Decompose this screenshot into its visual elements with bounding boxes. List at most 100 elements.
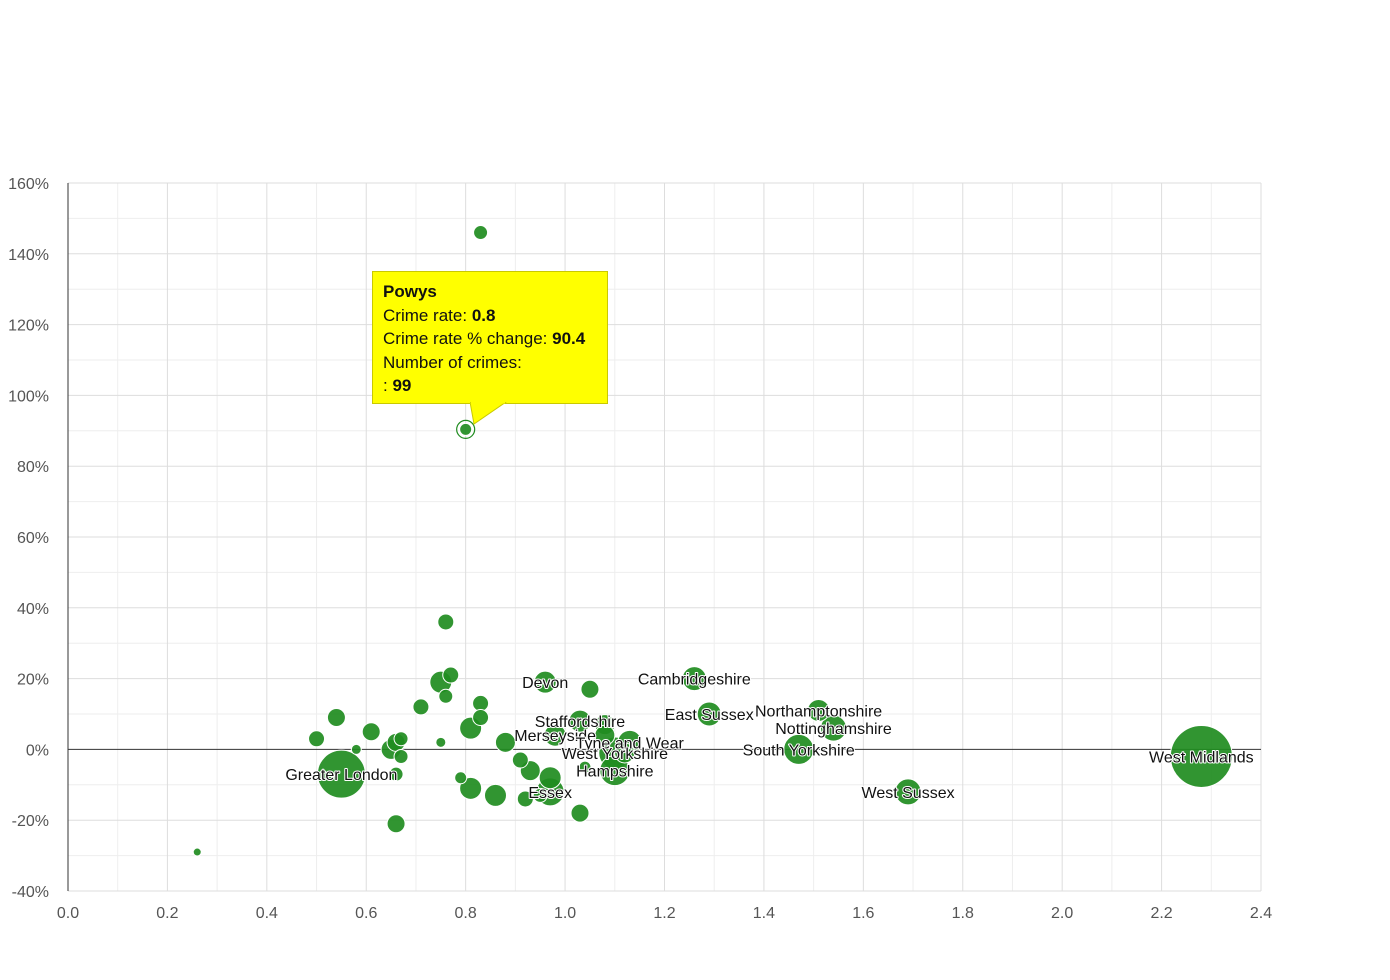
y-tick-label: -40% bbox=[12, 884, 49, 901]
bubble-point bbox=[472, 709, 490, 727]
bubble-label: Cambridgeshire bbox=[638, 672, 751, 689]
tooltip-count: : 99 bbox=[383, 374, 597, 398]
bubble-point bbox=[820, 714, 848, 742]
x-tick-label: 0.6 bbox=[355, 905, 377, 922]
tooltip-rate-value: 0.8 bbox=[471, 305, 496, 325]
x-tick-label: 0.0 bbox=[57, 905, 79, 922]
bubble-label: Northamptonshire bbox=[755, 703, 882, 720]
bubble-point bbox=[570, 803, 590, 823]
bubble-label: West Yorkshire bbox=[562, 746, 669, 763]
bubble-point bbox=[442, 666, 460, 684]
bubble-point bbox=[435, 736, 447, 748]
x-tick-label: 1.8 bbox=[952, 905, 974, 922]
bubble-label: Essex bbox=[528, 785, 572, 802]
y-tick-label: 60% bbox=[17, 530, 49, 547]
bubble-label: Merseyside bbox=[514, 728, 596, 745]
x-tick-label: 2.0 bbox=[1051, 905, 1073, 922]
bubble-point bbox=[681, 666, 707, 692]
bubble-point bbox=[472, 694, 490, 712]
bubble-point bbox=[807, 698, 831, 722]
y-tick-label: 120% bbox=[8, 318, 49, 335]
tooltip-rate-label: Crime rate: bbox=[383, 305, 468, 325]
bubble-point bbox=[538, 766, 562, 790]
bubble-point bbox=[412, 698, 430, 716]
bubble-point bbox=[568, 709, 592, 733]
y-tick-label: -20% bbox=[12, 813, 49, 830]
bubble-point bbox=[308, 730, 326, 748]
y-tick-label: 80% bbox=[17, 459, 49, 476]
bubble-point bbox=[578, 760, 592, 774]
x-tick-label: 2.4 bbox=[1250, 905, 1272, 922]
bubble-point bbox=[386, 814, 406, 834]
bubble-point bbox=[696, 701, 722, 727]
bubble-label: West Sussex bbox=[862, 785, 955, 802]
bubble-point bbox=[454, 771, 468, 785]
bubble-point bbox=[350, 743, 362, 755]
bubble-point bbox=[473, 225, 489, 241]
bubble-point bbox=[361, 722, 381, 742]
tooltip-change-value: 90.4 bbox=[552, 329, 586, 348]
bubble-point bbox=[393, 731, 409, 747]
bubble-point bbox=[316, 749, 366, 799]
bubble-hover-ring bbox=[456, 419, 476, 439]
x-tick-label: 2.2 bbox=[1150, 905, 1172, 922]
bubble-label: Nottinghamshire bbox=[775, 721, 892, 738]
bubble-point bbox=[483, 783, 507, 807]
bubble-label: Greater London bbox=[285, 767, 397, 784]
bubble-label: Tyne and Wear bbox=[576, 735, 685, 752]
tooltip-count-label: Number of crimes: bbox=[383, 352, 522, 372]
tooltip-count-value: 99 bbox=[392, 376, 412, 395]
bubble-point bbox=[533, 670, 557, 694]
tooltip-change: Crime rate % change: 90.4 bbox=[383, 327, 597, 351]
bubble-point bbox=[393, 748, 409, 764]
y-tick-label: 160% bbox=[8, 176, 49, 193]
bubble-point bbox=[437, 613, 455, 631]
x-tick-label: 0.8 bbox=[455, 905, 477, 922]
y-tick-label: 20% bbox=[17, 672, 49, 689]
bubble-label: West Midlands bbox=[1149, 749, 1254, 766]
bubble-point bbox=[192, 847, 202, 857]
bubble-label: East Sussex bbox=[665, 707, 754, 724]
bubble-series bbox=[192, 225, 1233, 857]
bubble-point bbox=[511, 751, 529, 769]
bubble-labels: West Midlands Greater London West Sussex So… bbox=[284, 671, 1254, 803]
y-tick-label: 140% bbox=[8, 247, 49, 264]
x-tick-label: 1.2 bbox=[653, 905, 675, 922]
bubble-point bbox=[438, 688, 454, 704]
bubble-point bbox=[459, 422, 473, 436]
bubble-point bbox=[516, 790, 534, 808]
bubble-label: South Yorkshire bbox=[743, 742, 855, 759]
tooltip-count-prefix: : bbox=[383, 376, 388, 395]
bubble-point bbox=[614, 742, 636, 764]
bubble-point bbox=[580, 679, 600, 699]
bubble-point bbox=[1169, 724, 1233, 788]
bubble-point bbox=[494, 731, 516, 753]
y-tick-label: 0% bbox=[26, 742, 49, 759]
bubble-point bbox=[326, 708, 346, 728]
tooltip-pointer bbox=[470, 402, 507, 425]
x-tick-label: 1.4 bbox=[753, 905, 775, 922]
tooltip-title: Powys bbox=[383, 282, 437, 301]
bubble-label: Devon bbox=[522, 675, 568, 692]
x-tick-label: 0.2 bbox=[156, 905, 178, 922]
bubble-label: Staffordshire bbox=[535, 714, 626, 731]
bubble-point bbox=[543, 723, 567, 747]
chart-tooltip: Powys Crime rate: 0.8 Crime rate % chang… bbox=[372, 271, 608, 404]
y-tick-label: 40% bbox=[17, 601, 49, 618]
bubble-point bbox=[894, 778, 922, 806]
bubble-label: Hampshire bbox=[576, 764, 653, 781]
x-tick-label: 1.0 bbox=[554, 905, 576, 922]
tooltip-change-label: Crime rate % change: bbox=[383, 329, 548, 348]
y-tick-label: 100% bbox=[8, 388, 49, 405]
tooltip-rate: Crime rate: 0.8 bbox=[383, 304, 597, 328]
bubble-point bbox=[388, 766, 404, 782]
chart-grid bbox=[68, 182, 1262, 892]
bubble-point bbox=[783, 733, 815, 765]
chart-axes: 0.0 0.2 0.4 0.6 0.8 1.0 1.2 1.4 1.6 1.8 2.0 2.2 2.4 -… bbox=[8, 176, 1272, 922]
bubble-point bbox=[532, 787, 548, 803]
x-tick-label: 0.4 bbox=[256, 905, 278, 922]
x-tick-label: 1.6 bbox=[852, 905, 874, 922]
bubble-point bbox=[594, 724, 616, 746]
bubble-point bbox=[459, 776, 483, 800]
